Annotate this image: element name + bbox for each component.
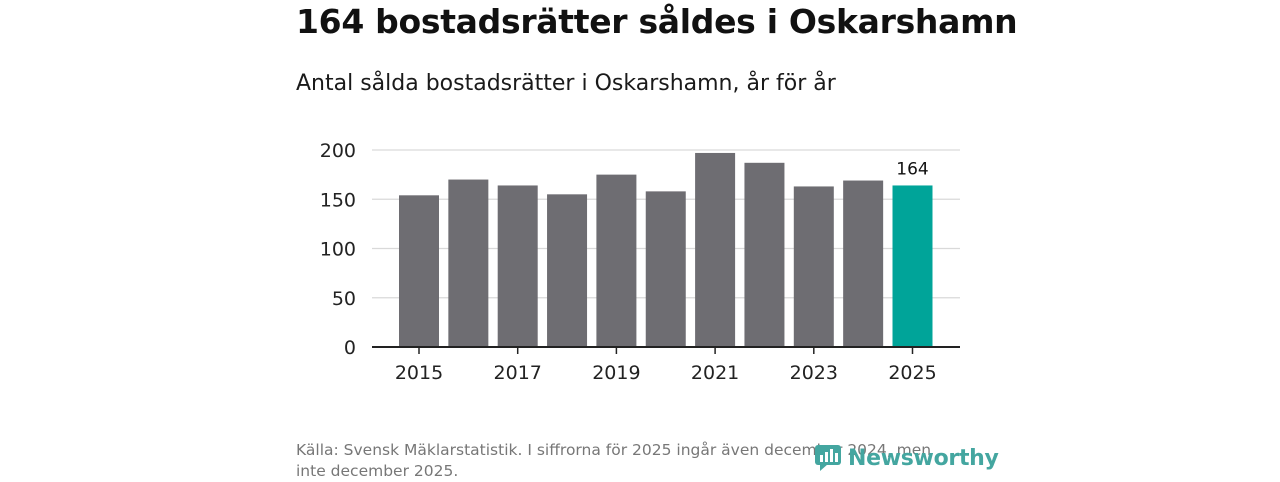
x-tick-label-2021: 2021 [691, 362, 739, 384]
bar-2021 [695, 152, 736, 347]
y-tick-label-100: 100 [320, 239, 356, 261]
bar-2015 [399, 195, 439, 347]
bar-2025 [892, 185, 933, 347]
bar-2016 [448, 179, 489, 347]
bar-2019 [596, 174, 637, 347]
source-note: Källa: Svensk Mäklarstatistik. I siffror… [296, 441, 932, 480]
bar-2023 [793, 186, 834, 347]
bar-2018 [547, 194, 588, 347]
x-tick-label-2025: 2025 [888, 362, 936, 384]
bar-chart: 0 50 100 150 200 164 2015 2017 2019 2021 2023 2025 [320, 140, 960, 384]
data-label-2025: 164 [896, 159, 928, 179]
newsworthy-logo-icon [815, 445, 841, 471]
brand-name: Newsworthy [848, 445, 999, 471]
brand-logo[interactable]: Newsworthy [814, 444, 999, 472]
x-tick-label-2015: 2015 [395, 362, 443, 384]
bar-2022 [744, 162, 785, 347]
y-tick-label-0: 0 [344, 337, 356, 359]
x-tick-label-2023: 2023 [790, 362, 838, 384]
chart-subtitle: Antal sålda bostadsrätter i Oskarshamn, … [296, 71, 836, 96]
x-tick-label-2019: 2019 [592, 362, 640, 384]
y-tick-label-200: 200 [320, 140, 356, 162]
y-tick-label-150: 150 [320, 189, 356, 211]
bar-2020 [645, 191, 686, 347]
bar-2024 [843, 180, 884, 347]
bar-2017 [497, 185, 538, 347]
y-tick-label-50: 50 [332, 288, 356, 310]
chart-headline: 164 bostadsrätter såldes i Oskarshamn [296, 2, 1018, 41]
x-tick-label-2017: 2017 [494, 362, 542, 384]
